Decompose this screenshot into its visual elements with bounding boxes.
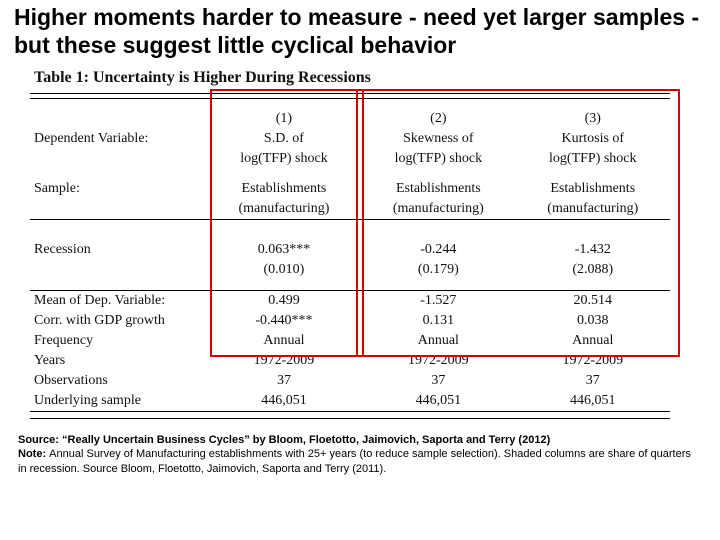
- table-row: log(TFP) shock log(TFP) shock log(TFP) s…: [30, 149, 670, 169]
- note-prefix: Note:: [18, 448, 49, 460]
- table-row: (manufacturing) (manufacturing) (manufac…: [30, 199, 670, 220]
- dep-var-label: Dependent Variable:: [30, 129, 207, 149]
- note-text: Annual Survey of Manufacturing establish…: [18, 448, 691, 474]
- table-row: Dependent Variable: S.D. of Skewness of …: [30, 129, 670, 149]
- source-text: “Really Uncertain Business Cycles” by Bl…: [62, 434, 550, 446]
- table-row: Recession 0.063*** -0.244 -1.432: [30, 240, 670, 260]
- col-num-3: (3): [516, 109, 670, 129]
- col-num-2: (2): [361, 109, 515, 129]
- table-row: Corr. with GDP growth -0.440*** 0.131 0.…: [30, 311, 670, 331]
- table-row: Years 1972-2009 1972-2009 1972-2009: [30, 351, 670, 371]
- slide-headline: Higher moments harder to measure - need …: [0, 0, 720, 65]
- table-row: Sample: Establishments Establishments Es…: [30, 179, 670, 199]
- footer-notes: Source: “Really Uncertain Business Cycle…: [0, 419, 720, 476]
- sample-label: Sample:: [30, 179, 207, 199]
- table-row: Underlying sample 446,051 446,051 446,05…: [30, 391, 670, 412]
- source-prefix: Source:: [18, 434, 62, 446]
- table-row: Observations 37 37 37: [30, 371, 670, 391]
- uncertainty-table: (1) (2) (3) Dependent Variable: S.D. of …: [30, 93, 670, 419]
- table-title: Table 1: Uncertainty is Higher During Re…: [30, 65, 690, 93]
- table-region: Table 1: Uncertainty is Higher During Re…: [30, 65, 690, 419]
- recession-label: Recession: [30, 240, 207, 260]
- table-row: (1) (2) (3): [30, 109, 670, 129]
- col-num-1: (1): [207, 109, 361, 129]
- table-row: (0.010) (0.179) (2.088): [30, 260, 670, 280]
- table-row: Mean of Dep. Variable: 0.499 -1.527 20.5…: [30, 291, 670, 312]
- table-row: Frequency Annual Annual Annual: [30, 331, 670, 351]
